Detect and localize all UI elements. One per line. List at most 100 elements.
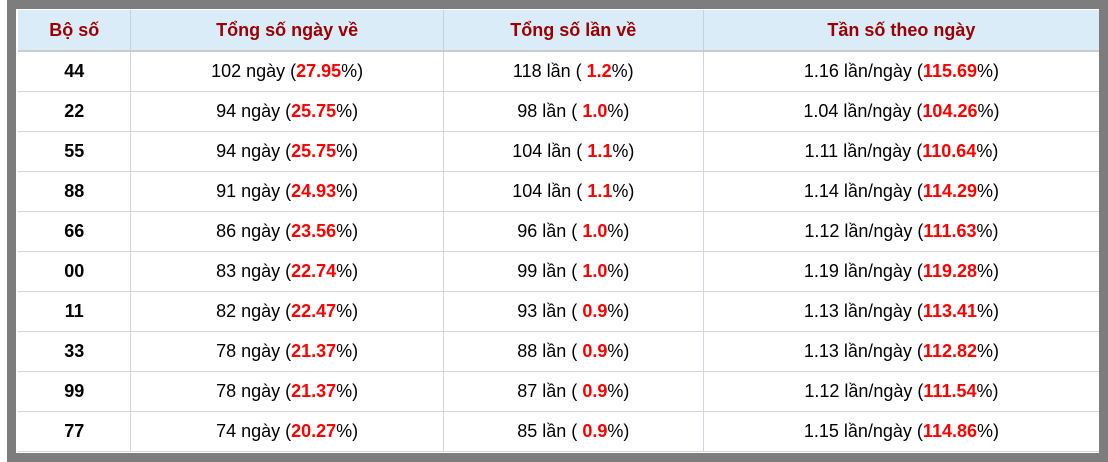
freq-cell-close: %)	[976, 261, 999, 281]
times-cell-text: 93 lần (	[517, 301, 583, 321]
freq-cell-text: 1.16 lần/ngày (	[803, 61, 923, 81]
table-frame: Bộ số Tổng số ngày về Tổng số lần về Tần…	[7, 0, 1108, 462]
days-cell-close: %)	[336, 341, 359, 361]
times-cell-percent: 1.0	[582, 221, 608, 241]
table-header: Bộ số Tổng số ngày về Tổng số lần về Tần…	[18, 10, 1099, 52]
days-cell: 83 ngày (22.74%)	[130, 251, 444, 292]
days-cell: 78 ngày (21.37%)	[130, 371, 444, 412]
days-cell-percent: 25.75	[291, 101, 337, 121]
freq-cell-close: %)	[976, 421, 999, 441]
days-cell-close: %)	[336, 261, 359, 281]
days-cell-percent: 27.95	[296, 61, 342, 81]
freq-cell-close: %)	[976, 181, 999, 201]
column-header-times: Tổng số lần về	[443, 10, 704, 52]
days-cell-text: 78 ngày (	[216, 381, 292, 401]
freq-cell: 1.04 lần/ngày (104.26%)	[703, 91, 1099, 132]
times-cell: 88 lần ( 0.9%)	[443, 331, 704, 372]
times-cell-percent: 0.9	[582, 381, 608, 401]
days-cell-text: 78 ngày (	[216, 341, 292, 361]
days-cell: 94 ngày (25.75%)	[130, 91, 444, 132]
days-cell: 82 ngày (22.47%)	[130, 291, 444, 332]
freq-cell: 1.13 lần/ngày (112.82%)	[703, 331, 1099, 372]
table-row: 33 78 ngày (21.37%) 88 lần ( 0.9%) 1.13 lần…	[18, 331, 1099, 372]
days-cell-close: %)	[336, 181, 359, 201]
days-cell-close: %)	[336, 221, 359, 241]
times-cell-percent: 0.9	[582, 341, 608, 361]
table-row: 11 82 ngày (22.47%) 93 lần ( 0.9%) 1.13 lần…	[18, 291, 1099, 332]
times-cell-close: %)	[607, 221, 630, 241]
times-cell-text: 96 lần (	[517, 221, 583, 241]
pair-cell: 22	[18, 91, 132, 132]
pair-cell: 99	[18, 371, 132, 412]
table-row: 22 94 ngày (25.75%) 98 lần ( 1.0%) 1.04 lần…	[18, 91, 1099, 132]
freq-cell-close: %)	[976, 141, 999, 161]
times-cell-text: 118 lần (	[512, 61, 587, 81]
times-cell-text: 99 lần (	[517, 261, 583, 281]
times-cell: 87 lần ( 0.9%)	[443, 371, 704, 412]
pair-cell: 00	[18, 251, 132, 292]
times-cell: 93 lần ( 0.9%)	[443, 291, 704, 332]
pair-cell: 55	[18, 131, 132, 172]
days-cell-text: 94 ngày (	[216, 101, 292, 121]
freq-cell-close: %)	[976, 221, 999, 241]
days-cell-text: 94 ngày (	[216, 141, 292, 161]
times-cell-close: %)	[607, 301, 630, 321]
times-cell-percent: 0.9	[582, 421, 608, 441]
times-cell-percent: 1.0	[582, 101, 608, 121]
times-cell: 104 lần ( 1.1%)	[443, 171, 704, 212]
freq-cell-percent: 115.69	[922, 61, 977, 81]
times-cell-text: 104 lần (	[512, 181, 588, 201]
freq-cell-percent: 111.54	[923, 381, 977, 401]
column-header-days: Tổng số ngày về	[130, 10, 444, 52]
pair-cell: 77	[18, 411, 132, 452]
freq-cell-percent: 119.28	[922, 261, 977, 281]
freq-cell-percent: 113.41	[922, 301, 977, 321]
times-cell: 104 lần ( 1.1%)	[443, 131, 704, 172]
days-cell-percent: 21.37	[291, 341, 337, 361]
days-cell: 102 ngày (27.95%)	[130, 51, 444, 92]
freq-cell-percent: 110.64	[922, 141, 977, 161]
freq-cell-text: 1.12 lần/ngày (	[804, 381, 924, 401]
times-cell-text: 88 lần (	[517, 341, 583, 361]
times-cell-percent: 1.1	[587, 141, 613, 161]
days-cell: 74 ngày (20.27%)	[130, 411, 444, 452]
freq-cell-text: 1.12 lần/ngày (	[804, 221, 924, 241]
days-cell-close: %)	[336, 301, 359, 321]
table-row: 00 83 ngày (22.74%) 99 lần ( 1.0%) 1.19 lần…	[18, 251, 1099, 292]
times-cell-percent: 1.1	[587, 181, 613, 201]
days-cell: 78 ngày (21.37%)	[130, 331, 444, 372]
times-cell-percent: 1.2	[586, 61, 612, 81]
pair-cell: 66	[18, 211, 132, 252]
freq-cell-text: 1.14 lần/ngày (	[803, 181, 923, 201]
days-cell-percent: 24.93	[291, 181, 337, 201]
times-cell-close: %)	[607, 421, 630, 441]
times-cell-close: %)	[611, 61, 634, 81]
freq-cell-percent: 111.63	[923, 221, 977, 241]
times-cell: 98 lần ( 1.0%)	[443, 91, 704, 132]
header-row: Bộ số Tổng số ngày về Tổng số lần về Tần…	[18, 10, 1099, 52]
times-cell-text: 87 lần (	[517, 381, 583, 401]
table-row: 55 94 ngày (25.75%) 104 lần ( 1.1%) 1.11 lầ…	[18, 131, 1099, 172]
days-cell-text: 74 ngày (	[216, 421, 292, 441]
times-cell-percent: 1.0	[582, 261, 608, 281]
table-row: 66 86 ngày (23.56%) 96 lần ( 1.0%) 1.12 lần…	[18, 211, 1099, 252]
days-cell: 86 ngày (23.56%)	[130, 211, 444, 252]
days-cell-percent: 25.75	[291, 141, 337, 161]
times-cell-text: 98 lần (	[517, 101, 583, 121]
pair-cell: 33	[18, 331, 132, 372]
times-cell-close: %)	[607, 381, 630, 401]
pair-cell: 44	[18, 51, 132, 92]
days-cell-percent: 23.56	[291, 221, 337, 241]
table-row: 77 74 ngày (20.27%) 85 lần ( 0.9%) 1.15 lần…	[18, 411, 1099, 452]
column-header-freq: Tần số theo ngày	[703, 10, 1099, 52]
freq-cell-close: %)	[976, 381, 999, 401]
days-cell-close: %)	[336, 421, 359, 441]
freq-cell-close: %)	[976, 61, 999, 81]
freq-cell-percent: 104.26	[922, 101, 978, 121]
pair-cell: 88	[18, 171, 132, 212]
days-cell-text: 83 ngày (	[216, 261, 292, 281]
column-header-pair: Bộ số	[18, 10, 132, 52]
freq-cell-close: %)	[976, 301, 999, 321]
table-row: 88 91 ngày (24.93%) 104 lần ( 1.1%) 1.14 lầ…	[18, 171, 1099, 212]
freq-cell-percent: 112.82	[922, 341, 977, 361]
